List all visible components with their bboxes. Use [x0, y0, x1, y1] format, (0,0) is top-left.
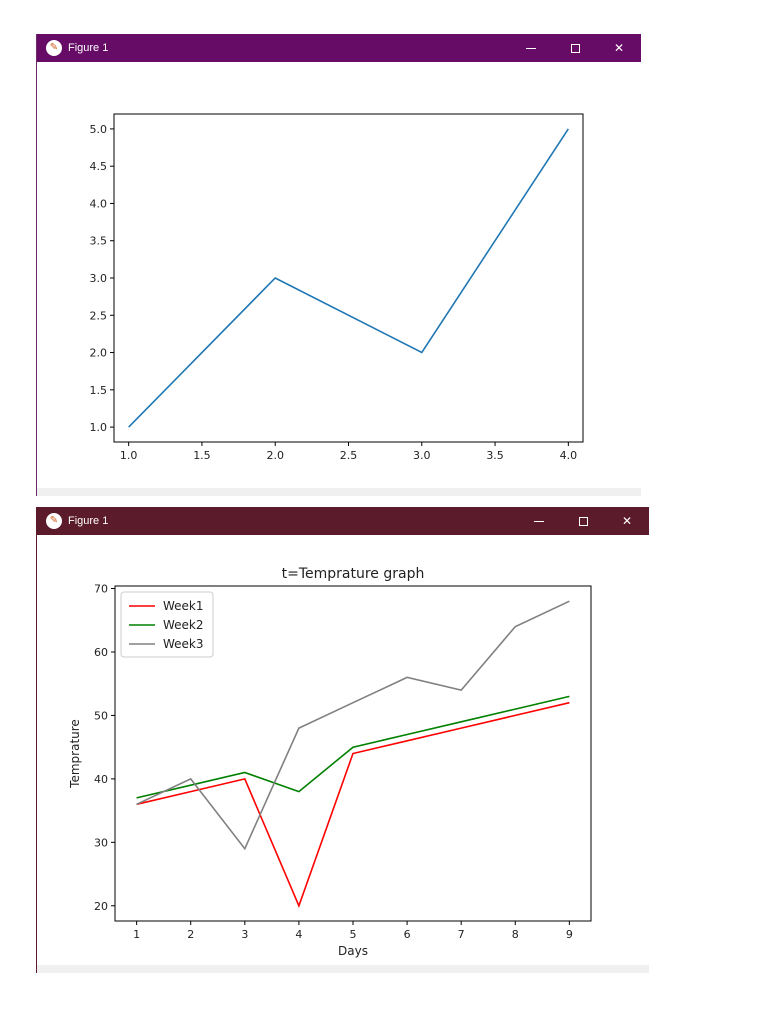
y-tick-label: 20 — [94, 900, 108, 913]
figure-canvas[interactable]: t=Temprature graph 1 2 3 4 5 6 7 8 9 20 30 40 50 60 70 D… — [37, 535, 649, 965]
close-icon: ✕ — [621, 514, 633, 528]
minimize-icon — [534, 520, 544, 522]
series-line-1 — [128, 128, 569, 428]
legend-box — [120, 591, 214, 658]
legend-label-week2: Week2 — [163, 618, 204, 632]
x-tick-label: 3 — [241, 928, 248, 941]
series-line-week1 — [136, 701, 570, 908]
y-tick-label: 50 — [94, 709, 108, 722]
close-button[interactable]: ✕ — [597, 34, 641, 62]
y-tick-label: 40 — [94, 773, 108, 786]
minimize-button[interactable] — [509, 34, 553, 62]
legend-label-week3: Week3 — [163, 637, 204, 651]
x-tick-label: 2.0 — [266, 449, 284, 462]
x-tick-label: 2.5 — [340, 449, 358, 462]
x-tick-label: 8 — [512, 928, 519, 941]
x-tick-label: 4 — [295, 928, 302, 941]
y-tick-label: 3.0 — [90, 272, 108, 285]
status-bar — [37, 488, 641, 496]
line-chart-1: 1.0 1.5 2.0 2.5 3.0 3.5 4.0 1.0 1.5 2.0 2.5 3.0 3.5 4… — [90, 113, 584, 462]
series-line-week2 — [136, 695, 570, 799]
maximize-button[interactable] — [561, 507, 605, 535]
minimize-button[interactable] — [517, 507, 561, 535]
x-tick-label: 2 — [187, 928, 194, 941]
y-tick-label: 1.5 — [90, 384, 108, 397]
legend: Week1 Week2 Week3 — [120, 591, 214, 658]
title-bar[interactable]: ✎ Figure 1 ✕ — [37, 507, 649, 535]
temperature-line-chart: t=Temprature graph 1 2 3 4 5 6 7 8 9 20 30 40 50 60 70 D… — [68, 566, 592, 958]
minimize-icon — [526, 47, 536, 49]
x-tick-label: 1 — [133, 928, 140, 941]
figure-canvas[interactable]: 1.0 1.5 2.0 2.5 3.0 3.5 4.0 1.0 1.5 2.0 2.5 3.0 3.5 4… — [37, 62, 641, 488]
y-tick-label: 70 — [94, 583, 108, 596]
x-tick-label: 7 — [458, 928, 465, 941]
x-tick-label: 9 — [566, 928, 573, 941]
x-tick-label: 3.0 — [413, 449, 431, 462]
y-tick-label: 2.0 — [90, 347, 108, 360]
maximize-button[interactable] — [553, 34, 597, 62]
x-tick-label: 5 — [350, 928, 357, 941]
y-tick-label: 2.5 — [90, 309, 108, 322]
x-tick-label: 6 — [404, 928, 411, 941]
y-axis-label: Temprature — [68, 719, 82, 789]
maximize-icon — [578, 516, 588, 526]
matplotlib-app-icon: ✎ — [46, 40, 62, 56]
x-tick-label: 4.0 — [560, 449, 578, 462]
y-tick-label: 4.0 — [90, 197, 108, 210]
x-axis-label: Days — [338, 944, 368, 958]
title-bar[interactable]: ✎ Figure 1 ✕ — [37, 34, 641, 62]
y-tick-label: 3.5 — [90, 235, 108, 248]
y-tick-label: 5.0 — [90, 123, 108, 136]
status-bar — [37, 965, 649, 973]
chart-title: t=Temprature graph — [282, 566, 425, 582]
y-tick-label: 1.0 — [90, 421, 108, 434]
close-button[interactable]: ✕ — [605, 507, 649, 535]
y-tick-label: 60 — [94, 646, 108, 659]
legend-label-week1: Week1 — [163, 599, 204, 613]
window-title: Figure 1 — [68, 42, 109, 54]
x-tick-label: 1.5 — [193, 449, 211, 462]
y-tick-label: 4.5 — [90, 160, 108, 173]
matplotlib-app-icon: ✎ — [46, 513, 62, 529]
figure-window-1: ✎ Figure 1 ✕ 1.0 1.5 2.0 2.5 3.0 3.5 4.0 1.0 1.5… — [36, 34, 641, 496]
figure-window-2: ✎ Figure 1 ✕ t=Temprature graph 1 2 3 4 5 6 7 8 9… — [36, 507, 649, 973]
close-icon: ✕ — [613, 41, 625, 55]
series-line-week3 — [136, 600, 570, 851]
window-title: Figure 1 — [68, 515, 109, 527]
maximize-icon — [570, 43, 580, 53]
y-tick-label: 30 — [94, 836, 108, 849]
axes-frame — [113, 113, 584, 443]
x-tick-label: 3.5 — [486, 449, 504, 462]
x-tick-label: 1.0 — [120, 449, 138, 462]
